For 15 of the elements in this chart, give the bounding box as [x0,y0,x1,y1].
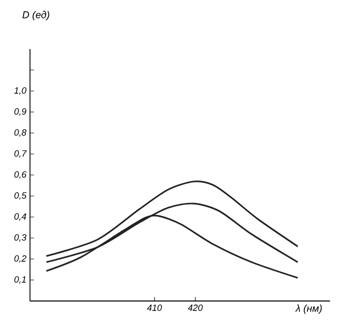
y-axis-title: D (ед) [22,10,50,20]
y-tick-label: 0,6 [14,171,26,179]
y-tick-label: 0,7 [14,150,27,158]
y-tick-label: 0,2 [14,255,26,263]
x-axis-title: λ (нм) [295,304,322,314]
y-tick-label: 0,3 [14,234,26,242]
x-tick-label: 420 [188,304,203,311]
y-tick-label: 0,4 [14,213,26,221]
y-tick-label: 0,9 [14,108,26,116]
y-tick-label: 0,1 [14,276,26,284]
line-series [46,180,299,257]
y-tick-label: 1,0 [14,87,26,95]
y-tick-label: 0,8 [14,129,26,137]
y-tick-label: 0,5 [14,192,26,200]
x-tick-label: 410 [147,304,162,311]
